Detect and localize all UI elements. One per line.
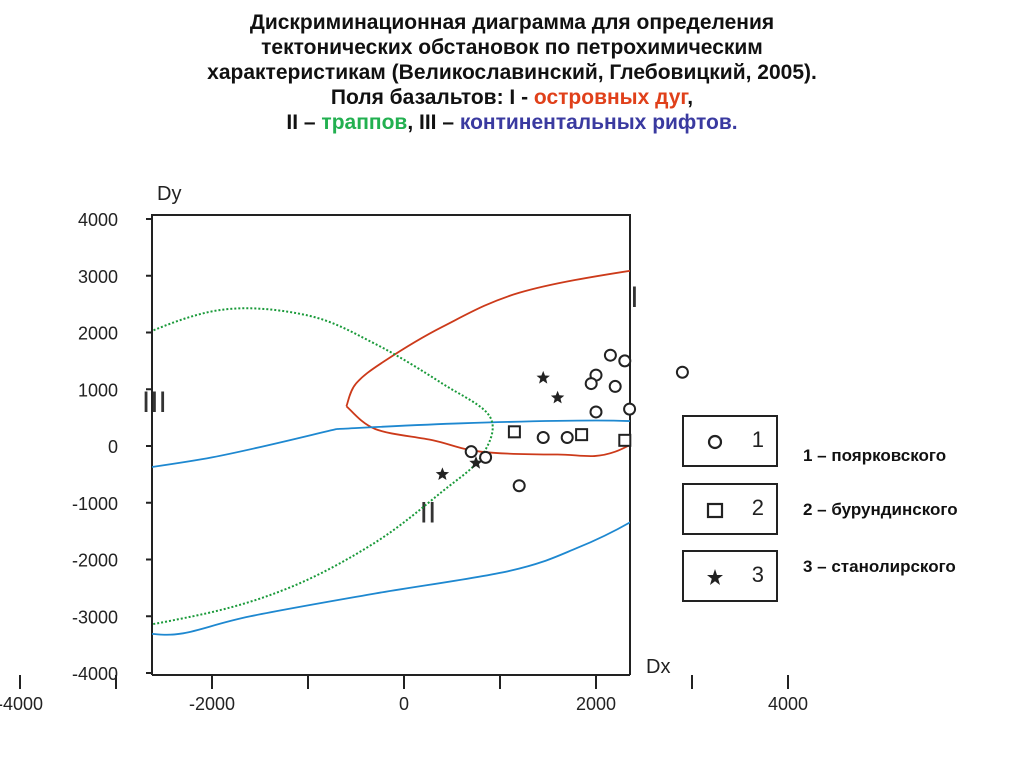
point-series-1: [512, 479, 526, 493]
title-line-1: Дискриминационная диаграмма для определе…: [249, 11, 775, 34]
point-series-1: [618, 354, 632, 368]
y-tick-label: 1000: [78, 380, 118, 400]
field-II-name: траппов: [321, 111, 408, 134]
point-series-1: [623, 402, 637, 416]
legend-circle-icon: [707, 434, 723, 450]
field-I-boundary: [345, 269, 630, 458]
point-series-3: [536, 370, 550, 384]
point-series-1: [464, 445, 478, 459]
legend-box-2: 2: [682, 483, 778, 535]
field-I-label: I: [630, 281, 638, 314]
point-series-1: [584, 377, 598, 391]
x-tick-label: 2000: [576, 694, 616, 714]
point-series-1: [479, 450, 493, 464]
x-axis-label: Dx: [646, 656, 670, 678]
point-series-1: [589, 405, 603, 419]
legend-num-3: 3: [751, 562, 764, 587]
chart-title: Дискриминационная диаграмма для определе…: [0, 10, 1024, 135]
point-series-3: [435, 467, 450, 480]
legend-num-1: 1: [751, 427, 764, 452]
y-tick-label: -2000: [72, 551, 118, 571]
title-line-5-prefix: II –: [286, 111, 322, 134]
field-I-name: островных дуг: [533, 86, 688, 109]
title-line-4: Поля базальтов: I - островных дуг,: [0, 85, 1024, 110]
legend-square-icon: [706, 502, 724, 519]
field-III-label: III: [142, 386, 167, 419]
point-series-1: [608, 379, 622, 393]
y-tick-label: 0: [108, 437, 118, 457]
x-tick-label: -2000: [189, 694, 235, 714]
title-line-5-mid: , III –: [407, 111, 460, 134]
y-tick-label: -1000: [72, 494, 118, 514]
y-tick-label: -4000: [72, 664, 118, 684]
title-line-3: характеристикам (Великославинский, Глебо…: [207, 61, 817, 84]
legend-box-1: 1: [682, 415, 778, 467]
point-series-3: [469, 456, 483, 469]
field-II-boundary: [152, 419, 630, 636]
point-series-2: [507, 425, 521, 439]
field-III-name: континентальных рифтов.: [459, 111, 738, 134]
y-tick-label: 4000: [78, 210, 118, 230]
title-line-4-prefix: Поля базальтов: I -: [330, 86, 534, 109]
title-line-5: II – траппов, III – континентальных рифт…: [0, 110, 1024, 135]
x-tick-label: -4000: [0, 694, 43, 714]
field-III-boundary: [152, 307, 494, 626]
legend-desc-3: 3 – станолирского: [803, 557, 956, 576]
title-line-2: тектонических обстановок по петрохимичес…: [261, 36, 763, 59]
legend-desc-1: 1 – поярковского: [803, 446, 947, 465]
y-tick-label: 2000: [78, 324, 118, 344]
point-series-2: [618, 433, 632, 447]
legend-desc-2: 2 – бурундинского: [803, 500, 958, 519]
point-series-1: [675, 365, 689, 379]
point-series-2: [575, 428, 589, 442]
point-series-3: [550, 390, 565, 404]
y-tick-label: -3000: [72, 607, 118, 627]
y-axis-label: Dy: [157, 183, 181, 205]
legend-box-3: 3: [682, 550, 778, 602]
legend-num-2: 2: [751, 495, 764, 520]
x-tick-label: 0: [399, 694, 409, 714]
legend-star-icon: [707, 569, 723, 585]
field-II-label: II: [420, 497, 437, 530]
point-series-1: [560, 430, 574, 444]
title-line-4-suffix: ,: [687, 86, 694, 109]
point-series-1: [536, 430, 550, 444]
x-tick-label: 4000: [768, 694, 808, 714]
point-series-1: [603, 348, 617, 362]
y-tick-label: 3000: [78, 267, 118, 287]
